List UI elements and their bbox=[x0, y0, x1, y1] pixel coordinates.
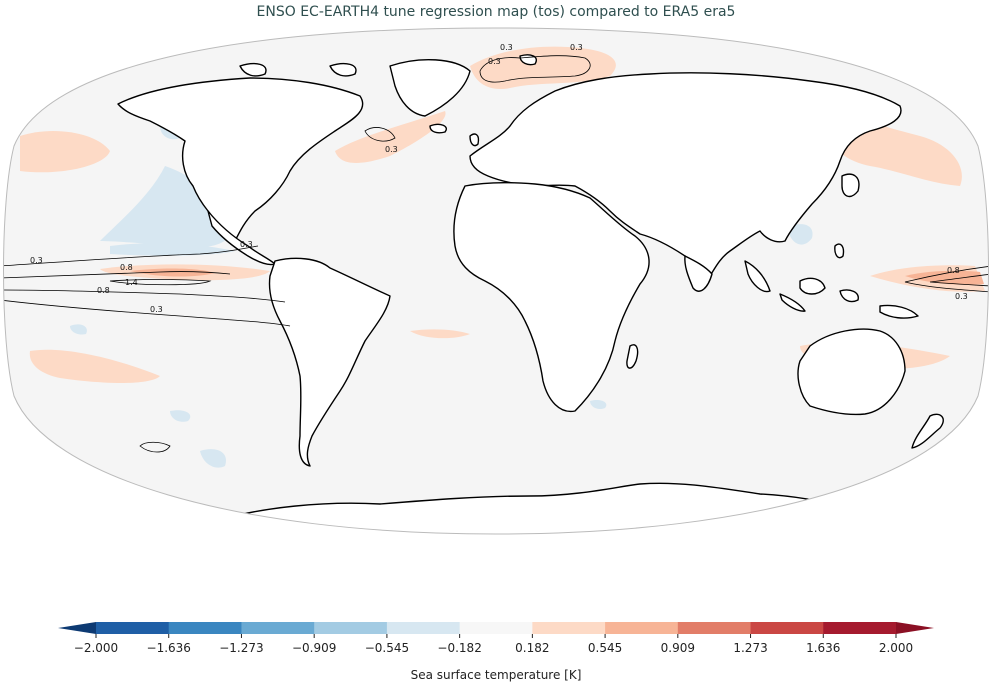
colorbar-bin bbox=[823, 622, 897, 634]
colorbar-bin bbox=[96, 622, 170, 634]
colorbar-bin bbox=[241, 622, 315, 634]
contour-label: 0.3 bbox=[955, 292, 968, 301]
colorbar-tick-label: 0.182 bbox=[515, 641, 549, 655]
colorbar-tick-label: 1.273 bbox=[733, 641, 767, 655]
contour-label: 0.8 bbox=[947, 266, 960, 275]
colorbar-tick-label: 0.909 bbox=[661, 641, 695, 655]
contour-label: 0.3 bbox=[488, 57, 501, 66]
colorbar-tick-label: −0.182 bbox=[437, 641, 481, 655]
colorbar-bin bbox=[677, 622, 752, 634]
colorbar-bin bbox=[314, 622, 388, 634]
contour-label: 0.3 bbox=[500, 43, 513, 52]
colorbar-tick-label: −1.273 bbox=[219, 641, 263, 655]
contour-lines bbox=[3, 55, 989, 453]
colorbar-bin bbox=[386, 622, 461, 634]
colorbar-over-arrow bbox=[896, 622, 934, 634]
colorbar-tick-label: 1.636 bbox=[806, 641, 840, 655]
map-frame bbox=[3, 27, 989, 535]
contour-label: 0.3 bbox=[240, 240, 253, 249]
warm-anomaly-core bbox=[130, 268, 984, 285]
landmasses bbox=[117, 54, 944, 534]
contour-label: 0.8 bbox=[97, 286, 110, 295]
colorbar-bin bbox=[168, 622, 242, 634]
regression-map: 0.3 0.3 0.3 0.3 0.3 0.8 1.4 0.8 0.3 0.3 … bbox=[3, 27, 989, 535]
contour-label: 0.8 bbox=[120, 263, 133, 272]
contour-label-group: 0.3 0.3 0.3 0.3 0.3 0.8 1.4 0.8 0.3 0.3 … bbox=[30, 43, 968, 314]
colorbar-ticks: −2.000 −1.636 −1.273 −0.909 −0.545 −0.182 0.18… bbox=[74, 634, 913, 655]
colorbar-tick-label: −2.000 bbox=[74, 641, 118, 655]
colorbar-bin bbox=[750, 622, 824, 634]
colorbar-bin bbox=[605, 622, 679, 634]
colorbar-tick-label: −0.545 bbox=[365, 641, 409, 655]
colorbar-tick-label: 2.000 bbox=[879, 641, 913, 655]
contour-label: 0.3 bbox=[570, 43, 583, 52]
map-title: ENSO EC-EARTH4 tune regression map (tos)… bbox=[256, 4, 736, 20]
colorbar-tick-label: 0.545 bbox=[588, 641, 622, 655]
colorbar-tick-label: −0.909 bbox=[292, 641, 336, 655]
colorbar-bins bbox=[96, 622, 897, 634]
colorbar-bin bbox=[532, 622, 606, 634]
colorbar-bin bbox=[459, 622, 533, 634]
contour-label: 0.3 bbox=[150, 305, 163, 314]
contour-label: 1.4 bbox=[125, 278, 138, 287]
contour-label: 0.3 bbox=[30, 256, 43, 265]
contour-label: 0.3 bbox=[385, 145, 398, 154]
colorbar-under-arrow bbox=[58, 622, 96, 634]
colorbar-tick-label: −1.636 bbox=[147, 641, 191, 655]
colorbar-label: Sea surface temperature [K] bbox=[410, 668, 582, 682]
colorbar: −2.000 −1.636 −1.273 −0.909 −0.545 −0.182 0.18… bbox=[58, 622, 934, 655]
